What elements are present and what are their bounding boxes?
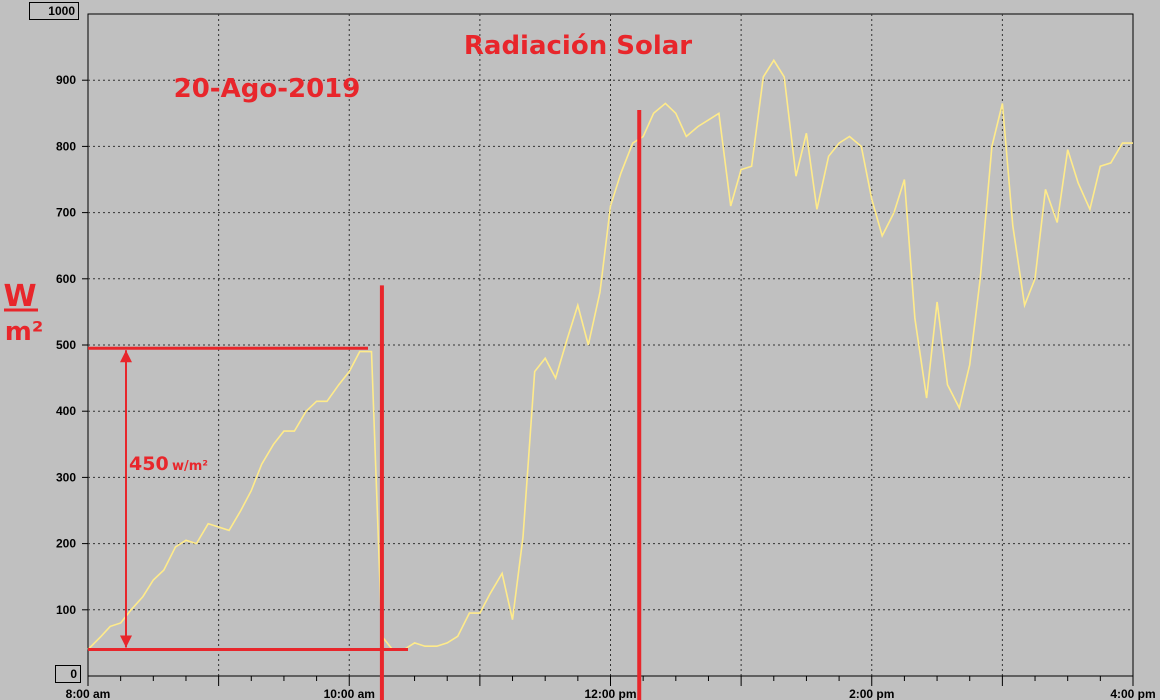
y-tick-label: 300	[56, 470, 76, 484]
delta-label-unit: w/m²	[172, 459, 208, 474]
y-tick-label: 800	[56, 139, 76, 153]
chart-date: 20-Ago-2019	[174, 74, 361, 104]
y-axis-max-label: 1000	[48, 4, 75, 18]
annotations	[88, 109, 642, 700]
y-tick-label: 400	[56, 404, 76, 418]
arrowhead-down	[120, 635, 132, 648]
x-tick-label: 10:00 am	[324, 687, 375, 700]
y-tick-label: 600	[56, 272, 76, 286]
y-axis-ticks: 100 200 300 400 500 600 700 800 900	[56, 73, 88, 617]
y-tick-label: 200	[56, 537, 76, 551]
x-tick-label: 2:00 pm	[849, 687, 894, 700]
delta-label-value: 450	[129, 453, 169, 475]
y-tick-label: 500	[56, 338, 76, 352]
radiation-series-line	[87, 58, 1133, 651]
y-axis-min-box: 0	[55, 665, 81, 683]
chart-title: Radiación Solar	[464, 31, 692, 61]
x-tick-label: 4:00 pm	[1110, 687, 1155, 700]
x-axis-ticks: 8:00 am 10:00 am 12:00 pm 2:00 pm 4:00 pm	[66, 675, 1156, 700]
y-unit-denominator: m²	[5, 317, 43, 347]
arrowhead-up	[120, 350, 132, 363]
y-tick-label: 700	[56, 206, 76, 220]
x-tick-label: 8:00 am	[66, 687, 111, 700]
y-tick-label: 900	[56, 73, 76, 87]
y-axis-max-box: 1000	[29, 2, 79, 20]
x-tick-label: 12:00 pm	[584, 687, 636, 700]
y-unit-numerator: W	[3, 279, 36, 314]
y-axis-min-label: 0	[70, 667, 77, 681]
grid	[87, 13, 1134, 677]
y-tick-label: 100	[56, 603, 76, 617]
